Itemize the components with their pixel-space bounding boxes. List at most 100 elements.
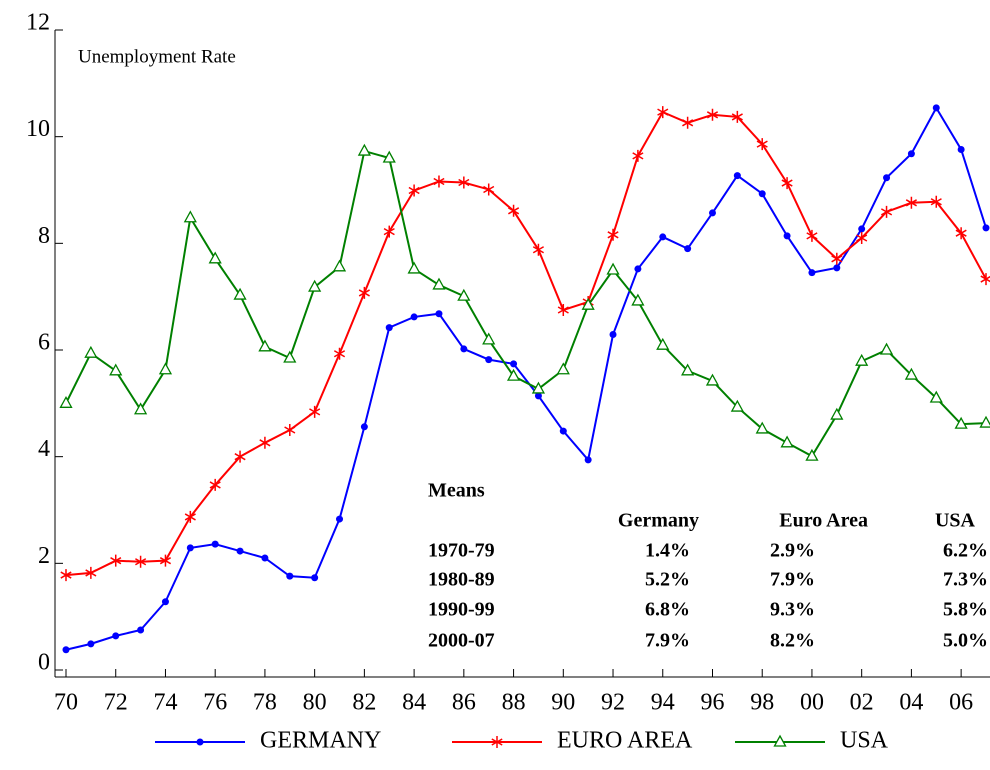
marker (491, 736, 503, 748)
x-tick-label: 98 (750, 690, 774, 716)
series-line (65, 110, 987, 577)
marker (60, 569, 72, 582)
marker (656, 337, 670, 350)
marker (581, 297, 595, 310)
marker (385, 324, 393, 332)
x-tick-label: 92 (601, 690, 625, 716)
marker (485, 356, 493, 364)
marker (805, 448, 819, 461)
marker (234, 450, 246, 463)
marker (432, 277, 446, 290)
chart-title: Unemployment Rate (78, 46, 236, 67)
x-tick-label: 88 (502, 690, 526, 716)
marker (930, 195, 942, 208)
marker (183, 210, 197, 223)
table-header: Germany (618, 510, 699, 532)
marker (186, 544, 194, 552)
marker (684, 245, 692, 253)
marker (482, 332, 496, 345)
table-cell: 8.2% (770, 630, 815, 652)
marker (87, 640, 95, 648)
x-tick-label: 04 (899, 690, 923, 716)
marker (731, 110, 743, 123)
legend-label: GERMANY (260, 728, 381, 754)
marker (830, 407, 844, 420)
marker (133, 402, 148, 415)
table-cell: 6.8% (645, 599, 690, 621)
marker (410, 313, 418, 321)
x-tick-label: 76 (203, 690, 227, 716)
marker (773, 734, 787, 747)
marker (632, 149, 644, 162)
marker (309, 405, 321, 418)
marker (584, 456, 592, 464)
marker (905, 196, 917, 209)
marker (980, 273, 990, 286)
marker (806, 229, 818, 242)
marker (236, 547, 244, 555)
marker (856, 232, 868, 244)
marker (196, 738, 204, 746)
marker (137, 626, 145, 634)
marker (730, 399, 744, 412)
marker (982, 224, 990, 232)
marker (880, 205, 893, 218)
row-label: 1970-79 (428, 540, 495, 562)
marker (311, 574, 319, 582)
marker (955, 227, 967, 240)
y-tick-label: 4 (38, 436, 50, 462)
marker (531, 381, 546, 394)
y-tick-label: 2 (38, 543, 50, 569)
marker (833, 264, 841, 272)
marker (831, 252, 843, 265)
marker (657, 106, 669, 119)
marker (458, 176, 470, 189)
marker (682, 116, 694, 129)
marker (780, 435, 794, 448)
table-header: Euro Area (779, 510, 868, 532)
marker (634, 265, 642, 273)
marker (609, 331, 617, 339)
x-tick-label: 78 (253, 690, 277, 716)
marker (357, 143, 371, 156)
y-tick-label: 12 (26, 10, 50, 36)
table-cell: 9.3% (770, 599, 815, 621)
marker (383, 225, 395, 238)
series-line (65, 105, 987, 651)
marker (85, 566, 97, 579)
y-tick-label: 0 (38, 650, 50, 676)
legend-label: USA (840, 728, 889, 754)
x-tick-label: 84 (402, 690, 426, 716)
marker (808, 269, 816, 277)
marker (758, 190, 766, 198)
marker (556, 362, 570, 375)
marker (333, 347, 346, 360)
marker (733, 172, 741, 180)
marker (258, 339, 272, 352)
marker (559, 427, 567, 435)
x-tick-label: 02 (850, 690, 874, 716)
table-header: USA (935, 510, 976, 532)
y-tick-label: 10 (26, 116, 50, 142)
marker (233, 287, 247, 300)
marker (158, 362, 173, 375)
marker (706, 108, 719, 121)
marker (332, 259, 347, 272)
marker (208, 251, 222, 264)
marker (59, 395, 73, 408)
marker (708, 209, 716, 217)
marker (904, 367, 919, 380)
marker (681, 363, 695, 376)
marker (408, 184, 420, 197)
marker (184, 510, 196, 523)
marker (783, 232, 791, 240)
marker (506, 368, 521, 381)
table-title: Means (428, 480, 485, 502)
table-cell: 5.2% (645, 569, 690, 591)
series-line (65, 149, 987, 458)
marker (907, 150, 915, 158)
marker (557, 304, 569, 316)
marker (957, 145, 965, 153)
row-label: 1990-99 (428, 599, 495, 621)
